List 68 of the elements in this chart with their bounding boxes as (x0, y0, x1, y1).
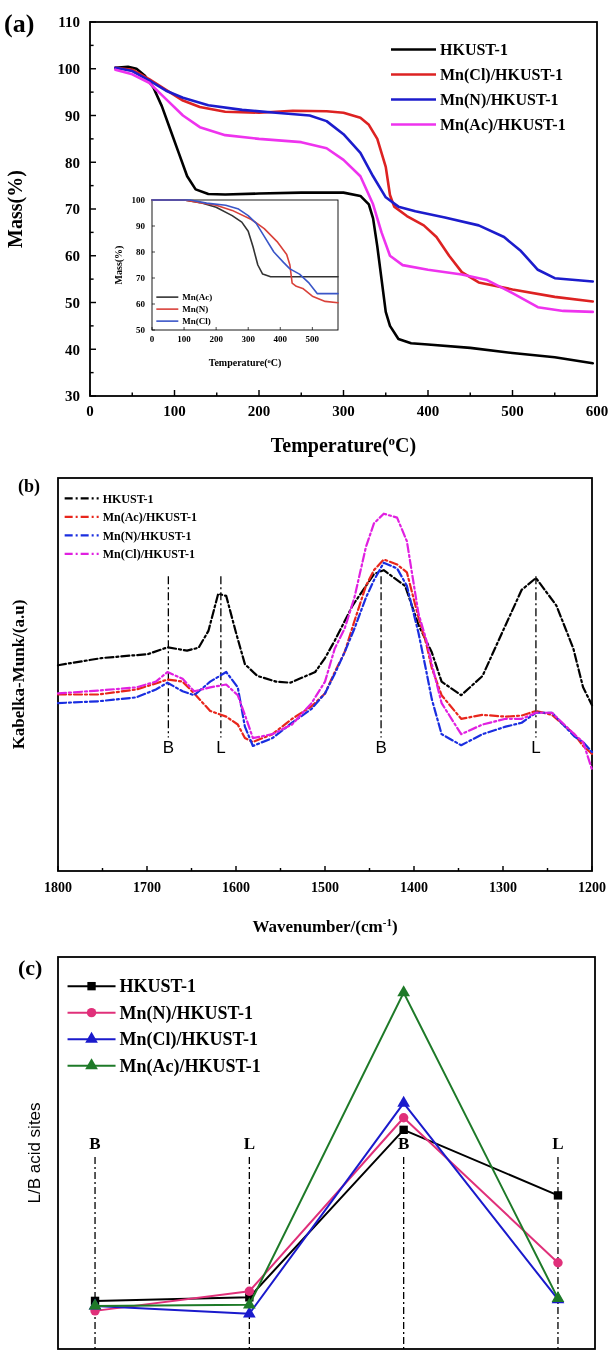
x-tick-label: 1400 (400, 880, 428, 895)
y-tick-label: 50 (65, 294, 80, 311)
ref-line-label: B (162, 738, 175, 758)
ref-line-label: L (216, 738, 226, 758)
y-tick-label: 80 (65, 154, 80, 171)
legend-label: HKUST-1 (102, 491, 154, 506)
x-tick-label: 0 (86, 403, 94, 419)
legend-label: Mn(N)/HKUST-1 (102, 528, 192, 543)
x-tick-label: 100 (163, 403, 186, 419)
x-tick-label: 1600 (222, 880, 250, 895)
x-tick-label: 1500 (311, 880, 339, 895)
y-axis-title: Mass(%) (4, 170, 27, 248)
legend-label: Mn(N)/HKUST-1 (119, 1002, 253, 1024)
legend-label: Mn(Ac)/HKUST-1 (440, 116, 566, 135)
x-tick-label: 1200 (578, 880, 606, 895)
chart-title: (c) (18, 955, 43, 980)
x-tick-label: 1800 (44, 880, 72, 895)
y-tick-label: 100 (131, 195, 146, 206)
ref-line-label: B (375, 738, 387, 758)
x-tick-label: 500 (501, 403, 524, 419)
x-tick-label: 500 (305, 334, 320, 344)
legend-label: Mn(N)/HKUST-1 (440, 91, 559, 110)
x-tick-label: 300 (332, 403, 355, 419)
x-tick-label: 1300 (489, 880, 517, 895)
x-axis-title: Temperature($^{o}$C) (270, 432, 417, 457)
x-axis-title: Temperature($^{o}$C) (208, 356, 282, 369)
x-tick-label: 200 (209, 334, 224, 344)
legend-label: HKUST-1 (440, 41, 508, 59)
x-axis-title: Wavenumber/(cm$^{-1}$) (252, 916, 398, 936)
legend-label: Mn(Ac)/HKUST-1 (119, 1055, 261, 1077)
chart-title: (a) (4, 9, 35, 38)
y-tick-label: 100 (57, 61, 80, 77)
legend-label: Mn(Cl)/HKUST-1 (119, 1029, 258, 1051)
y-tick-label: 70 (136, 273, 146, 284)
y-tick-label: 110 (58, 14, 80, 31)
y-tick-label: 80 (136, 247, 146, 258)
ref-line-label: L (531, 738, 541, 758)
y-tick-label: 90 (65, 107, 80, 124)
annotation: B (89, 1134, 101, 1154)
legend-label: Mn(Cl)/HKUST-1 (440, 66, 563, 85)
x-tick-label: 200 (247, 403, 271, 419)
chart-title: (b) (18, 476, 40, 497)
legend-label: Mn(N) (182, 304, 209, 315)
x-tick-label: 400 (273, 334, 288, 344)
x-tick-label: 300 (241, 334, 256, 344)
legend-label: HKUST-1 (119, 976, 196, 997)
y-axis-title: Mass(%) (113, 245, 125, 285)
y-tick-label: 60 (65, 248, 80, 264)
y-tick-label: 90 (136, 221, 146, 232)
legend-label: Mn(Ac)/HKUST-1 (102, 510, 197, 525)
annotation: B (397, 1134, 410, 1154)
y-axis-title: L/B acid sites (25, 1102, 44, 1204)
x-tick-label: 400 (416, 403, 440, 419)
legend-label: Mn(Ac) (182, 292, 213, 303)
y-axis-title: Kabelka-Munk/(a.u) (9, 599, 28, 750)
x-tick-label: 0 (149, 334, 155, 344)
legend-label: Mn(Cl) (182, 316, 211, 327)
x-tick-label: 1700 (133, 880, 161, 895)
x-tick-label: 600 (585, 403, 609, 419)
y-tick-label: 30 (65, 388, 80, 405)
annotation: L (552, 1134, 564, 1154)
x-tick-label: 100 (177, 334, 192, 344)
legend-label: Mn(Cl)/HKUST-1 (102, 547, 195, 562)
y-tick-label: 40 (65, 341, 80, 358)
annotation: L (243, 1134, 256, 1154)
y-tick-label: 60 (136, 299, 146, 310)
y-tick-label: 70 (65, 201, 80, 218)
y-tick-label: 50 (136, 325, 146, 336)
